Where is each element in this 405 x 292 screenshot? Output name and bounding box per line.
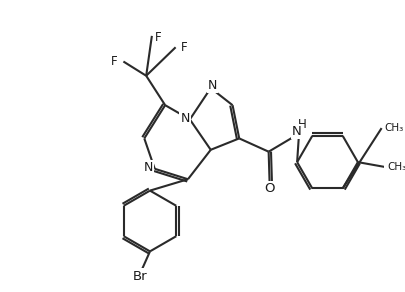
- Text: CH₃: CH₃: [384, 123, 404, 133]
- Text: F: F: [181, 41, 188, 54]
- Text: CH₃: CH₃: [387, 162, 405, 172]
- Text: O: O: [264, 182, 275, 195]
- Text: N: N: [292, 125, 302, 138]
- Text: Br: Br: [133, 270, 148, 283]
- Text: F: F: [111, 55, 118, 68]
- Text: F: F: [155, 31, 161, 44]
- Text: N: N: [143, 161, 153, 174]
- Text: H: H: [298, 118, 306, 131]
- Text: N: N: [180, 112, 190, 125]
- Text: N: N: [208, 79, 217, 92]
